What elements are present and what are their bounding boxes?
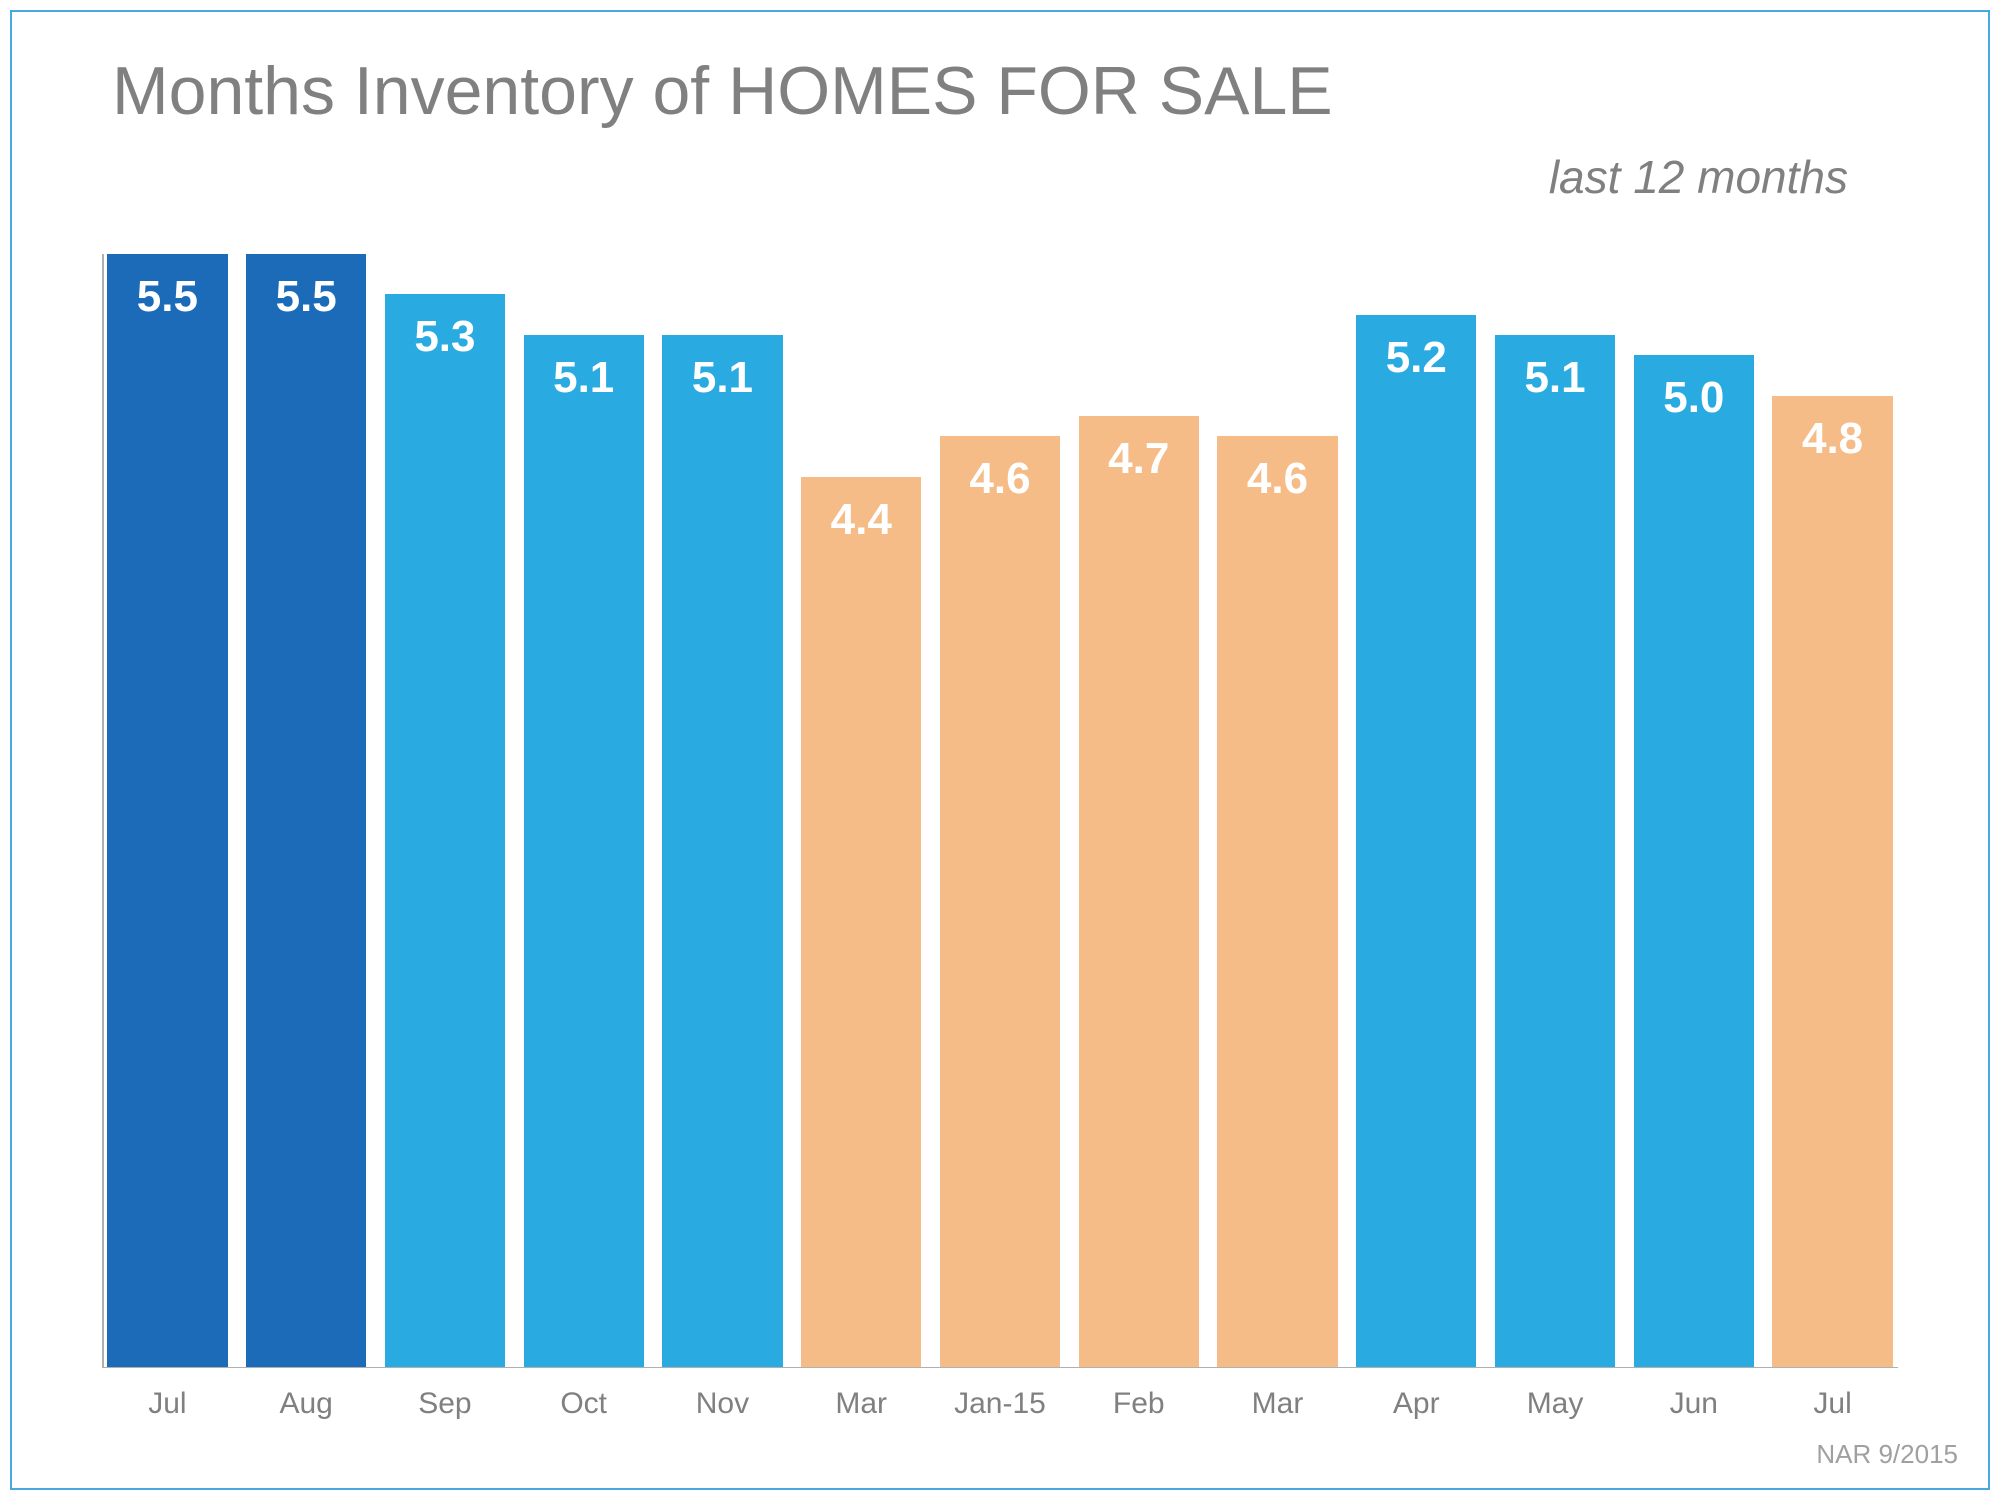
bar-group: 4.6 bbox=[1212, 254, 1343, 1367]
bars-wrapper: 5.5 5.5 5.3 5.1 5.1 4.4 4.6 4.7 4.6 5.2 5.1 5.0 4.8 bbox=[102, 254, 1898, 1368]
bar: 5.5 bbox=[107, 254, 227, 1367]
bar: 4.8 bbox=[1772, 396, 1892, 1367]
x-axis-label: Apr bbox=[1351, 1373, 1482, 1428]
bar-value-label: 5.1 bbox=[692, 353, 753, 403]
x-axis-label: Jan-15 bbox=[935, 1373, 1066, 1428]
bar-value-label: 5.0 bbox=[1663, 373, 1724, 423]
bar-value-label: 5.5 bbox=[137, 272, 198, 322]
bar: 5.0 bbox=[1634, 355, 1754, 1367]
plot-area: 5.55.55.35.15.14.44.64.74.65.25.15.04.8 … bbox=[72, 254, 1928, 1428]
bar: 5.2 bbox=[1356, 315, 1476, 1367]
x-axis-label: Mar bbox=[796, 1373, 927, 1428]
chart-subtitle: last 12 months bbox=[72, 150, 1848, 204]
bar-group: 4.6 bbox=[935, 254, 1066, 1367]
bar: 4.7 bbox=[1079, 416, 1199, 1367]
bar-value-label: 4.6 bbox=[1247, 454, 1308, 504]
bar-group: 4.7 bbox=[1073, 254, 1204, 1367]
x-axis-label: Nov bbox=[657, 1373, 788, 1428]
bar-value-label: 4.6 bbox=[969, 454, 1030, 504]
x-axis-label: Mar bbox=[1212, 1373, 1343, 1428]
bar-group: 5.1 bbox=[518, 254, 649, 1367]
bar-value-label: 5.2 bbox=[1386, 333, 1447, 383]
bar-group: 5.5 bbox=[102, 254, 233, 1367]
bar-value-label: 4.7 bbox=[1108, 434, 1169, 484]
bar: 4.6 bbox=[1217, 436, 1337, 1367]
x-axis-label: Feb bbox=[1073, 1373, 1204, 1428]
bar-value-label: 5.1 bbox=[553, 353, 614, 403]
bar: 4.6 bbox=[940, 436, 1060, 1367]
chart-container: Months Inventory of HOMES FOR SALE last … bbox=[10, 10, 1990, 1490]
x-axis-label: Oct bbox=[518, 1373, 649, 1428]
x-axis-label: May bbox=[1490, 1373, 1621, 1428]
x-axis-label: Jul bbox=[102, 1373, 233, 1428]
x-axis-label: Sep bbox=[380, 1373, 511, 1428]
x-axis-label: Aug bbox=[241, 1373, 372, 1428]
bar-group: 5.1 bbox=[1490, 254, 1621, 1367]
bar-group: 5.1 bbox=[657, 254, 788, 1367]
bar-group: 4.8 bbox=[1767, 254, 1898, 1367]
bar-group: 5.5 bbox=[241, 254, 372, 1367]
chart-source: NAR 9/2015 bbox=[1816, 1439, 1958, 1470]
bar-group: 5.3 bbox=[380, 254, 511, 1367]
x-axis-label: Jun bbox=[1628, 1373, 1759, 1428]
bar-value-label: 5.3 bbox=[414, 312, 475, 362]
bar: 5.5 bbox=[246, 254, 366, 1367]
bar: 5.1 bbox=[524, 335, 644, 1367]
x-axis-label: Jul bbox=[1767, 1373, 1898, 1428]
bar-value-label: 4.8 bbox=[1802, 414, 1863, 464]
bar-group: 5.0 bbox=[1628, 254, 1759, 1367]
bar: 4.4 bbox=[801, 477, 921, 1367]
chart-title: Months Inventory of HOMES FOR SALE bbox=[112, 52, 1928, 130]
bar: 5.3 bbox=[385, 294, 505, 1367]
bar-value-label: 5.5 bbox=[276, 272, 337, 322]
bar-value-label: 4.4 bbox=[831, 495, 892, 545]
bar-value-label: 5.1 bbox=[1524, 353, 1585, 403]
bar-group: 5.2 bbox=[1351, 254, 1482, 1367]
bar-group: 4.4 bbox=[796, 254, 927, 1367]
bar: 5.1 bbox=[1495, 335, 1615, 1367]
bar: 5.1 bbox=[662, 335, 782, 1367]
x-axis-labels: JulAugSepOctNovMarJan-15FebMarAprMayJunJ… bbox=[102, 1373, 1898, 1428]
